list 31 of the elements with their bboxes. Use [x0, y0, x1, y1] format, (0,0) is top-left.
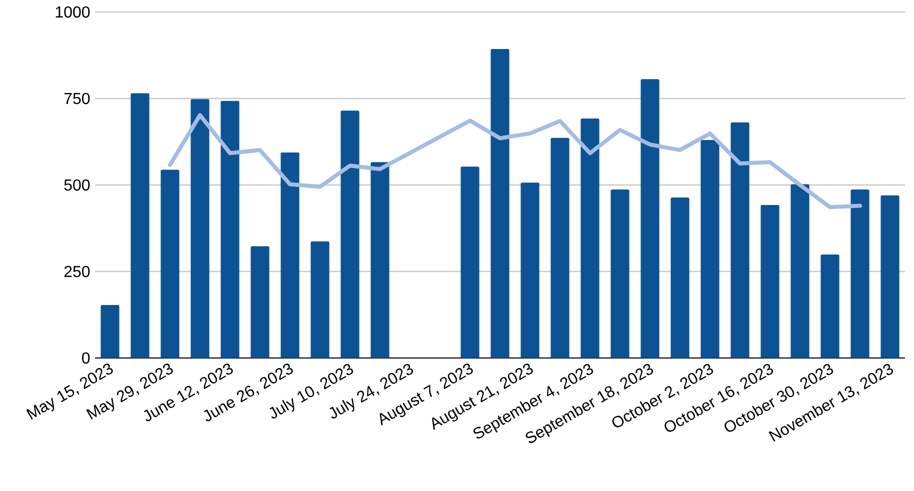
bar [790, 184, 810, 358]
bar [850, 189, 870, 358]
bar [310, 241, 330, 358]
y-tick-label: 250 [64, 266, 90, 278]
bar [580, 118, 600, 358]
bar [490, 49, 510, 358]
bar [370, 162, 390, 358]
bar [220, 100, 240, 358]
bar [520, 182, 540, 358]
line-series [168, 113, 862, 210]
bar [820, 254, 840, 358]
bar [550, 138, 570, 358]
bar [730, 122, 750, 358]
bar [250, 246, 270, 358]
y-tick-label: 500 [64, 179, 90, 191]
bar [640, 79, 660, 358]
y-tick-label: 0 [82, 352, 90, 364]
bar [700, 140, 720, 358]
bar [190, 99, 210, 358]
bar [880, 195, 900, 358]
bar [100, 305, 120, 358]
bar [340, 110, 360, 358]
bar [160, 170, 180, 358]
y-tick-label: 750 [64, 92, 90, 104]
bar [610, 189, 630, 358]
bar [280, 152, 300, 358]
y-tick-label: 1000 [56, 6, 90, 18]
bar [670, 197, 690, 358]
bar [760, 205, 780, 358]
bar [460, 166, 480, 358]
bar [130, 93, 150, 358]
